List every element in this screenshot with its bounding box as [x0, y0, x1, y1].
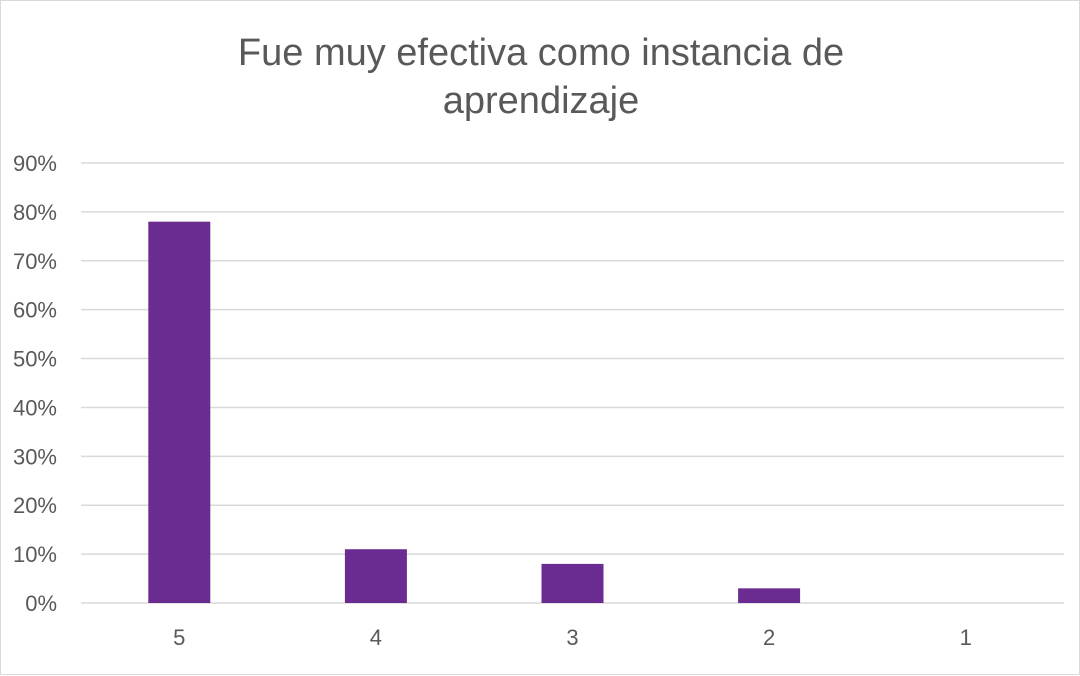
x-axis-tick-labels: 5 4 3 2 1: [173, 625, 972, 650]
x-tick-label-4: 4: [370, 625, 382, 650]
x-tick-label-2: 2: [763, 625, 775, 650]
y-tick-label: 0%: [25, 591, 57, 616]
y-tick-label: 40%: [13, 395, 57, 420]
bars: [148, 221, 801, 603]
x-tick-label-3: 3: [566, 625, 578, 650]
gridlines: [81, 162, 1064, 604]
bar-2: [738, 588, 801, 603]
y-tick-label: 20%: [13, 493, 57, 518]
y-axis-tick-labels: 0% 10% 20% 30% 40% 50% 60% 70% 80% 90%: [13, 151, 57, 616]
bar-5: [148, 221, 211, 603]
y-tick-label: 30%: [13, 444, 57, 469]
y-tick-label: 60%: [13, 298, 57, 323]
bar-4: [344, 549, 407, 603]
chart-title: Fue muy efectiva como instancia de apren…: [237, 32, 845, 122]
y-tick-label: 90%: [13, 151, 57, 176]
y-tick-label: 80%: [13, 200, 57, 225]
y-tick-label: 10%: [13, 542, 57, 567]
x-tick-label-5: 5: [173, 625, 185, 650]
bar-3: [541, 563, 604, 603]
x-tick-label-1: 1: [960, 625, 972, 650]
y-tick-label: 50%: [13, 347, 57, 372]
y-tick-label: 70%: [13, 249, 57, 274]
